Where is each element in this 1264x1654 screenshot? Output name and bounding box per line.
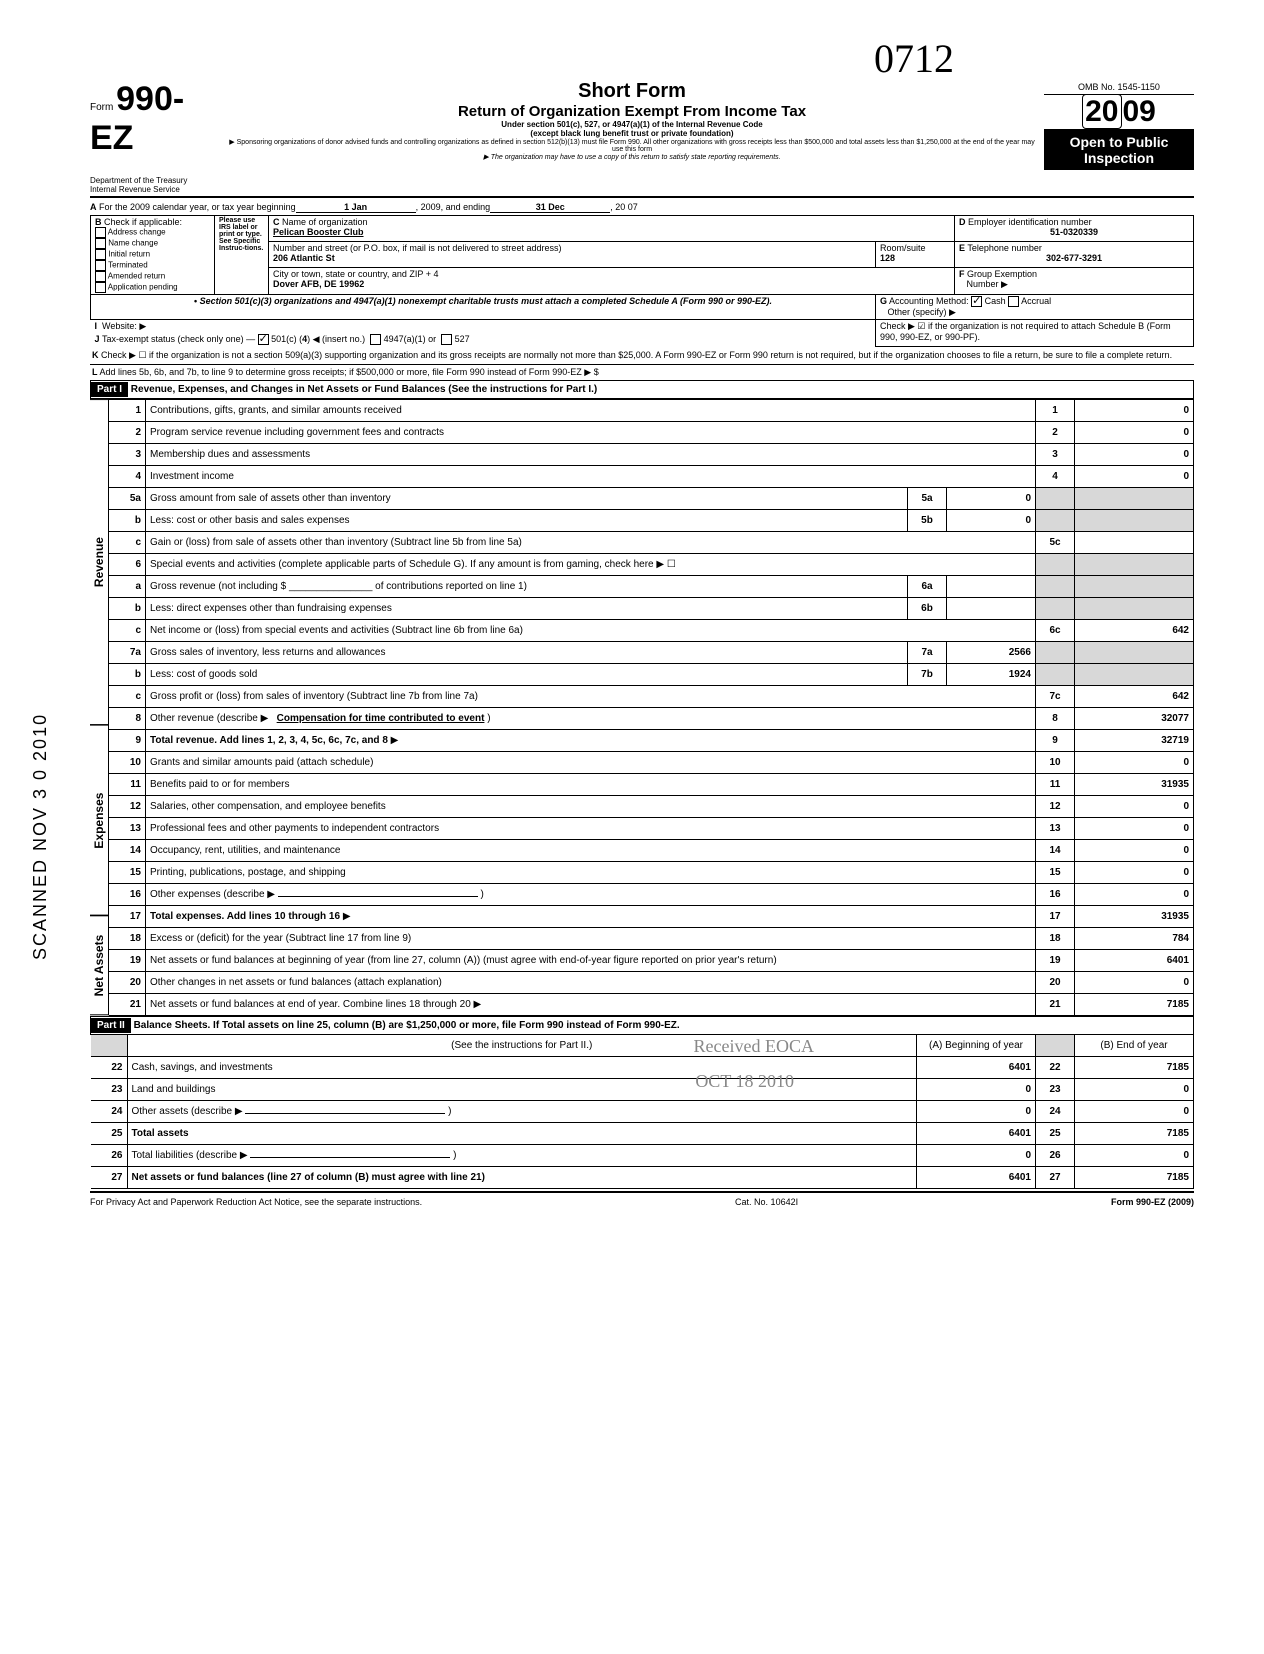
line-12: 12Salaries, other compensation, and empl… bbox=[109, 795, 1194, 817]
scan-stamp: SCANNED NOV 3 0 2010 bbox=[30, 713, 51, 960]
line-b: bLess: cost of goods sold 7b1924 bbox=[109, 663, 1194, 685]
form-number: 990-EZ bbox=[90, 80, 184, 157]
revenue-label: Revenue bbox=[90, 399, 109, 725]
dept-label: Department of the Treasury Internal Reve… bbox=[90, 176, 220, 194]
schedule-a-note: • Section 501(c)(3) organizations and 49… bbox=[91, 295, 876, 320]
title-block: Short Form Return of Organization Exempt… bbox=[220, 80, 1044, 161]
part1-body: Revenue Expenses Net Assets 1Contributio… bbox=[90, 399, 1194, 1016]
footer-form: Form 990-EZ (2009) bbox=[1111, 1197, 1194, 1207]
4947-checkbox[interactable] bbox=[370, 334, 381, 345]
line-18: 18Excess or (deficit) for the year (Subt… bbox=[109, 927, 1194, 949]
title-sub: Return of Organization Exempt From Incom… bbox=[228, 103, 1036, 120]
open-inspection: Open to Public Inspection bbox=[1044, 130, 1194, 170]
line-2: 2Program service revenue including gover… bbox=[109, 421, 1194, 443]
omb-number: OMB No. 1545-1150 bbox=[1044, 80, 1194, 95]
check-amended-return: Amended return bbox=[95, 271, 210, 282]
line-a: aGross revenue (not including $ ________… bbox=[109, 575, 1194, 597]
line-15: 15Printing, publications, postage, and s… bbox=[109, 861, 1194, 883]
part1-header-row: Part I Revenue, Expenses, and Changes in… bbox=[90, 380, 1194, 399]
check-application-pending: Application pending bbox=[95, 282, 210, 293]
tax-year: 2009 bbox=[1044, 95, 1194, 130]
line-19: 19Net assets or fund balances at beginni… bbox=[109, 949, 1194, 971]
line-3: 3Membership dues and assessments 30 bbox=[109, 443, 1194, 465]
bs-line-27: 27 Net assets or fund balances (line 27 … bbox=[91, 1166, 1194, 1188]
phone: 302-677-3291 bbox=[959, 253, 1189, 263]
city-state-zip: Dover AFB, DE 19962 bbox=[273, 279, 364, 289]
line-b: bLess: direct expenses other than fundra… bbox=[109, 597, 1194, 619]
check-address-change: Address change bbox=[95, 227, 210, 238]
line-7a: 7aGross sales of inventory, less returns… bbox=[109, 641, 1194, 663]
title-main: Short Form bbox=[228, 80, 1036, 103]
identity-block: B Check if applicable: Address change Na… bbox=[90, 215, 1194, 347]
part2-label: Part II bbox=[91, 1018, 131, 1033]
line-4: 4Investment income 40 bbox=[109, 465, 1194, 487]
received-stamp: Received EOCA bbox=[694, 1036, 814, 1057]
line-c: cGross profit or (loss) from sales of in… bbox=[109, 685, 1194, 707]
form-header: Form 990-EZ Department of the Treasury I… bbox=[90, 80, 1194, 194]
line-8: 8Other revenue (describe ▶ Compensation … bbox=[109, 707, 1194, 729]
line-K: K Check ▶ ☐ if the organization is not a… bbox=[90, 347, 1194, 364]
handwritten-note: 0712 bbox=[874, 35, 954, 82]
street-address: 206 Atlantic St bbox=[273, 253, 335, 263]
line-H: Check ▶ ☑ if the organization is not req… bbox=[876, 320, 1194, 347]
line-11: 11Benefits paid to or for members 113193… bbox=[109, 773, 1194, 795]
part1-title: Revenue, Expenses, and Changes in Net As… bbox=[131, 384, 597, 395]
line-21: 21Net assets or fund balances at end of … bbox=[109, 993, 1194, 1015]
527-checkbox[interactable] bbox=[441, 334, 452, 345]
line-6: 6Special events and activities (complete… bbox=[109, 553, 1194, 575]
line-14: 14Occupancy, rent, utilities, and mainte… bbox=[109, 839, 1194, 861]
line-c: cGain or (loss) from sale of assets othe… bbox=[109, 531, 1194, 553]
line-16: 16Other expenses (describe ▶ ) 160 bbox=[109, 883, 1194, 905]
room-suite: 128 bbox=[880, 253, 895, 263]
bs-line-22: 22 Cash, savings, and investments 6401 2… bbox=[91, 1056, 1194, 1078]
line-17: 17Total expenses. Add lines 10 through 1… bbox=[109, 905, 1194, 927]
please-label: Please use IRS label or print or type. S… bbox=[215, 216, 269, 295]
title-note2: ▶ The organization may have to use a cop… bbox=[228, 153, 1036, 161]
ein: 51-0320339 bbox=[959, 227, 1189, 237]
footer: For Privacy Act and Paperwork Reduction … bbox=[90, 1197, 1194, 1207]
accrual-checkbox[interactable] bbox=[1008, 296, 1019, 307]
bs-line-23: 23 Land and buildings 0 23 0 bbox=[91, 1078, 1194, 1100]
org-name: Pelican Booster Club bbox=[273, 227, 364, 237]
footer-privacy: For Privacy Act and Paperwork Reduction … bbox=[90, 1197, 422, 1207]
line-10: 10Grants and similar amounts paid (attac… bbox=[109, 751, 1194, 773]
line-L: L Add lines 5b, 6b, and 7b, to line 9 to… bbox=[90, 365, 1194, 380]
right-block: OMB No. 1545-1150 2009 Open to Public In… bbox=[1044, 80, 1194, 170]
page: SCANNED NOV 3 0 2010 0712 Form 990-EZ De… bbox=[90, 80, 1194, 1207]
expenses-label: Expenses bbox=[90, 725, 109, 916]
501c-checkbox[interactable] bbox=[258, 334, 269, 345]
form-id-block: Form 990-EZ Department of the Treasury I… bbox=[90, 80, 220, 194]
date-stamp: OCT 18 2010 bbox=[695, 1071, 794, 1092]
line-20: 20Other changes in net assets or fund ba… bbox=[109, 971, 1194, 993]
line-A: A For the 2009 calendar year, or tax yea… bbox=[90, 200, 1194, 215]
bs-line-25: 25 Total assets 6401 25 7185 bbox=[91, 1122, 1194, 1144]
part1-label: Part I bbox=[91, 382, 128, 397]
part2-block: Part II Balance Sheets. If Total assets … bbox=[90, 1016, 1194, 1189]
bs-line-26: 26 Total liabilities (describe ▶ ) 0 26 … bbox=[91, 1144, 1194, 1166]
line-b: bLess: cost or other basis and sales exp… bbox=[109, 509, 1194, 531]
title-under: Under section 501(c), 527, or 4947(a)(1)… bbox=[228, 120, 1036, 138]
line-1: 1Contributions, gifts, grants, and simil… bbox=[109, 399, 1194, 421]
check-name-change: Name change bbox=[95, 238, 210, 249]
line-9: 9Total revenue. Add lines 1, 2, 3, 4, 5c… bbox=[109, 729, 1194, 751]
line-c: cNet income or (loss) from special event… bbox=[109, 619, 1194, 641]
title-note1: ▶ Sponsoring organizations of donor advi… bbox=[228, 138, 1036, 153]
line-5a: 5aGross amount from sale of assets other… bbox=[109, 487, 1194, 509]
check-terminated: Terminated bbox=[95, 260, 210, 271]
website-label: Website: ▶ bbox=[102, 321, 146, 331]
netassets-label: Net Assets bbox=[90, 915, 109, 1015]
cash-checkbox[interactable] bbox=[971, 296, 982, 307]
check-initial-return: Initial return bbox=[95, 249, 210, 260]
part2-title: Balance Sheets. If Total assets on line … bbox=[134, 1020, 680, 1031]
footer-catno: Cat. No. 10642I bbox=[735, 1197, 798, 1207]
bs-line-24: 24 Other assets (describe ▶ ) 0 24 0 bbox=[91, 1100, 1194, 1122]
line-13: 13Professional fees and other payments t… bbox=[109, 817, 1194, 839]
